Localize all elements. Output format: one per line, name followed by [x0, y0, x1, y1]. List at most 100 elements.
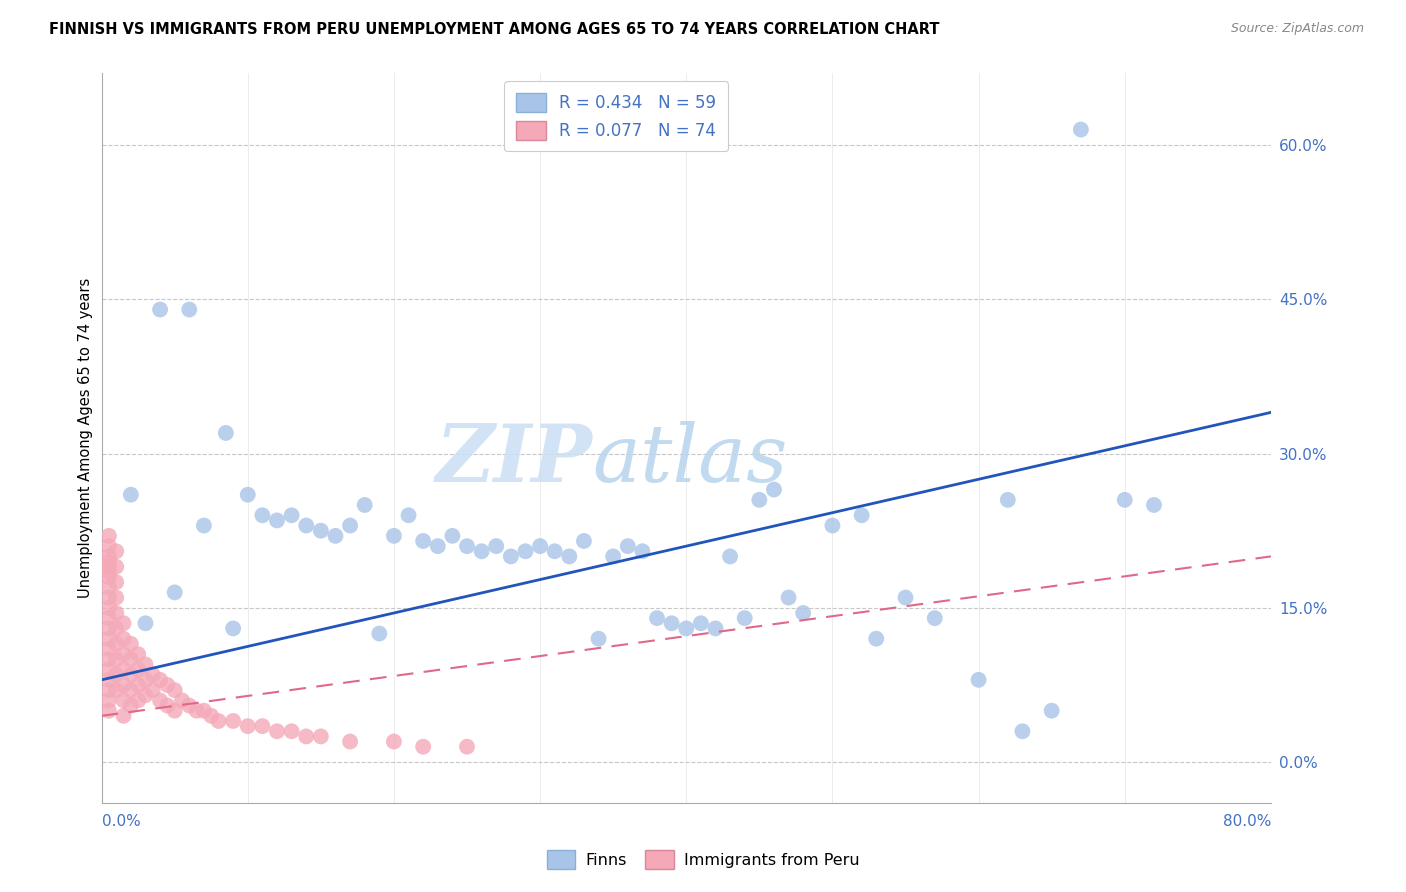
Point [149, 673, 172, 687]
Text: 80.0%: 80.0% [1223, 814, 1271, 829]
Point [97, 549, 120, 564]
Point [1114, 492, 1136, 507]
Point [572, 533, 595, 548]
Point [112, 709, 135, 723]
Point [295, 730, 318, 744]
Point [456, 739, 478, 754]
Point [193, 704, 215, 718]
Point [97, 539, 120, 553]
Text: atlas: atlas [593, 421, 789, 499]
Point [851, 508, 873, 523]
Point [456, 539, 478, 553]
Text: 0.0%: 0.0% [101, 814, 141, 829]
Point [236, 719, 259, 733]
Point [1143, 498, 1166, 512]
Y-axis label: Unemployment Among Ages 65 to 74 years: Unemployment Among Ages 65 to 74 years [79, 278, 93, 599]
Point [353, 498, 375, 512]
Point [112, 693, 135, 707]
Point [97, 580, 120, 594]
Point [97, 570, 120, 584]
Point [382, 734, 405, 748]
Point [97, 565, 120, 579]
Point [718, 549, 741, 564]
Point [280, 508, 302, 523]
Point [156, 698, 179, 713]
Point [689, 616, 711, 631]
Point [734, 611, 756, 625]
Point [120, 698, 142, 713]
Point [156, 678, 179, 692]
Point [105, 606, 128, 620]
Point [309, 524, 332, 538]
Point [280, 724, 302, 739]
Point [142, 667, 165, 681]
Point [675, 621, 697, 635]
Point [588, 632, 610, 646]
Point [894, 591, 917, 605]
Text: ZIP: ZIP [436, 421, 593, 499]
Point [112, 678, 135, 692]
Point [215, 425, 238, 440]
Point [222, 714, 245, 728]
Point [266, 513, 288, 527]
Point [134, 688, 156, 702]
Point [127, 678, 149, 692]
Point [1070, 122, 1092, 136]
Text: FINNISH VS IMMIGRANTS FROM PERU UNEMPLOYMENT AMONG AGES 65 TO 74 YEARS CORRELATI: FINNISH VS IMMIGRANTS FROM PERU UNEMPLOY… [49, 22, 939, 37]
Point [309, 730, 332, 744]
Point [441, 529, 464, 543]
Point [544, 544, 567, 558]
Point [97, 600, 120, 615]
Point [792, 606, 814, 620]
Point [149, 302, 172, 317]
Point [149, 693, 172, 707]
Point [325, 529, 347, 543]
Point [97, 683, 120, 698]
Point [105, 667, 128, 681]
Point [142, 683, 165, 698]
Point [105, 637, 128, 651]
Point [368, 626, 391, 640]
Point [967, 673, 990, 687]
Point [120, 683, 142, 698]
Point [105, 544, 128, 558]
Point [924, 611, 946, 625]
Point [105, 559, 128, 574]
Point [485, 539, 508, 553]
Point [1011, 724, 1033, 739]
Point [865, 632, 887, 646]
Point [529, 539, 551, 553]
Point [207, 714, 229, 728]
Point [120, 488, 142, 502]
Point [163, 704, 186, 718]
Point [97, 611, 120, 625]
Point [134, 616, 156, 631]
Point [748, 492, 770, 507]
Point [170, 693, 193, 707]
Point [120, 667, 142, 681]
Text: Source: ZipAtlas.com: Source: ZipAtlas.com [1230, 22, 1364, 36]
Point [97, 693, 120, 707]
Point [631, 544, 654, 558]
Legend: Finns, Immigrants from Peru: Finns, Immigrants from Peru [540, 844, 866, 875]
Point [127, 663, 149, 677]
Point [997, 492, 1019, 507]
Point [112, 647, 135, 661]
Point [471, 544, 494, 558]
Point [645, 611, 668, 625]
Point [97, 591, 120, 605]
Point [105, 652, 128, 666]
Point [762, 483, 785, 497]
Point [163, 585, 186, 599]
Point [295, 518, 318, 533]
Point [499, 549, 522, 564]
Point [266, 724, 288, 739]
Point [97, 555, 120, 569]
Point [112, 632, 135, 646]
Point [97, 621, 120, 635]
Point [236, 488, 259, 502]
Point [602, 549, 624, 564]
Point [339, 734, 361, 748]
Point [426, 539, 449, 553]
Point [339, 518, 361, 533]
